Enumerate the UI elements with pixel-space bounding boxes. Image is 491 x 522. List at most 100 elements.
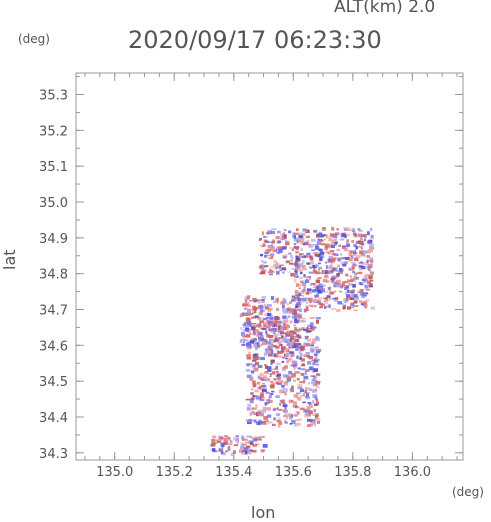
radar-pixel	[249, 340, 255, 344]
radar-pixel	[305, 297, 309, 300]
radar-pixel	[272, 345, 276, 347]
radar-pixel	[289, 330, 294, 335]
radar-pixel	[293, 366, 296, 371]
radar-pixel	[263, 416, 269, 420]
radar-pixel	[335, 275, 339, 278]
radar-pixel	[331, 227, 335, 231]
radar-pixel	[333, 256, 338, 261]
radar-pixel	[280, 321, 285, 324]
radar-pixel	[309, 347, 315, 351]
radar-pixel	[275, 316, 280, 320]
radar-pixel	[270, 344, 274, 347]
radar-pixel	[281, 360, 285, 363]
radar-pixel	[353, 309, 358, 312]
radar-pixel	[352, 283, 356, 288]
radar-pixel	[359, 237, 363, 241]
radar-pixel	[348, 280, 354, 283]
radar-pixel	[295, 302, 301, 306]
radar-pixel	[357, 291, 361, 293]
radar-pixel	[323, 275, 329, 279]
radar-pixel	[285, 241, 290, 246]
x-unit-label: (deg)	[452, 485, 484, 499]
radar-pixel	[336, 232, 340, 236]
radar-pixel	[352, 263, 356, 266]
radar-pixel	[294, 319, 299, 323]
radar-pixel	[296, 378, 300, 381]
radar-pixel	[358, 240, 361, 244]
radar-pixel	[272, 320, 277, 323]
radar-pixel	[270, 338, 273, 341]
radar-pixel	[212, 435, 217, 439]
radar-pixel	[303, 328, 307, 331]
radar-pixel	[294, 405, 300, 409]
radar-pixel	[262, 317, 267, 321]
radar-pixel	[296, 267, 301, 270]
radar-pixel	[248, 329, 251, 334]
radar-pixel	[301, 368, 306, 371]
radar-pixel	[358, 261, 364, 264]
radar-pixel	[295, 418, 301, 422]
radar-pixel	[306, 262, 311, 265]
radar-pixel	[301, 264, 306, 269]
radar-pixel	[296, 275, 299, 278]
radar-pixel	[247, 308, 251, 311]
radar-pixel	[295, 251, 301, 254]
radar-pixel	[366, 280, 372, 284]
radar-pixel	[261, 392, 264, 395]
radar-pixel	[315, 337, 320, 342]
radar-pixel	[246, 435, 252, 438]
radar-pixel	[296, 396, 302, 399]
radar-pixel	[256, 344, 261, 348]
radar-pixel	[257, 439, 263, 441]
radar-pixel	[370, 227, 373, 231]
radar-pixel	[285, 260, 290, 264]
radar-pixel	[370, 234, 374, 239]
radar-pixel	[259, 264, 263, 269]
radar-pixel	[295, 238, 299, 240]
radar-pixel	[281, 385, 285, 388]
radar-pixel	[295, 232, 299, 236]
radar-pixel	[244, 307, 248, 310]
radar-pixel	[308, 304, 314, 307]
radar-pixel	[242, 323, 246, 326]
radar-pixel	[275, 365, 279, 370]
radar-pixel	[259, 372, 264, 377]
radar-pixel	[233, 444, 239, 447]
radar-pixel	[256, 334, 261, 338]
radar-pixel	[258, 239, 262, 241]
x-tick-label: 135.6	[275, 465, 312, 480]
radar-pixel	[345, 274, 349, 277]
radar-pixel	[331, 297, 336, 300]
radar-pixel	[211, 448, 216, 452]
radar-pixel	[257, 409, 263, 413]
radar-pixel	[250, 397, 255, 400]
radar-pixel	[354, 300, 358, 304]
radar-pixel	[286, 377, 292, 382]
plot-layer	[210, 227, 375, 457]
radar-pixel	[314, 357, 317, 360]
radar-pixel	[279, 343, 283, 346]
radar-pixel	[301, 317, 307, 320]
radar-pixel	[269, 338, 272, 342]
radar-pixel	[342, 227, 347, 229]
radar-pixel	[322, 279, 328, 283]
radar-pixel	[301, 295, 305, 297]
radar-pixel	[258, 419, 262, 424]
radar-pixel	[246, 295, 251, 298]
radar-pixel	[315, 350, 320, 354]
radar-pixel	[299, 388, 305, 393]
radar-pixel	[291, 315, 297, 319]
radar-pixel	[362, 294, 367, 297]
y-tick-label: 35.2	[39, 124, 68, 139]
radar-pixel	[310, 375, 316, 377]
radar-pixel	[246, 420, 252, 425]
radar-pixel	[277, 379, 283, 383]
radar-pixel	[272, 339, 275, 342]
radar-pixel	[297, 327, 302, 330]
radar-pixel	[349, 306, 354, 309]
radar-pixel	[304, 371, 307, 375]
radar-pixel	[261, 388, 267, 393]
radar-pixel	[309, 389, 312, 391]
radar-pixel	[282, 271, 285, 274]
radar-pixel	[289, 262, 293, 265]
